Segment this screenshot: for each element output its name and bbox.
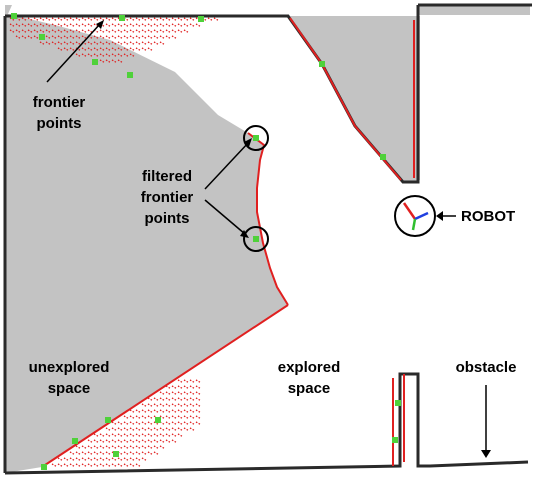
filtered-point-highlight-lower [243, 226, 269, 252]
annotation-arrows [46, 20, 491, 458]
filtered-frontier-point [92, 59, 98, 65]
arrow-icon [436, 211, 443, 221]
arrow-icon [244, 138, 252, 147]
filtered-frontier-point [113, 451, 119, 457]
filtered-frontier-point [72, 438, 78, 444]
obstacle-boundary-red [41, 17, 415, 468]
filtered-frontier-point [155, 417, 161, 423]
filtered-frontier-point [39, 34, 45, 40]
filtered-frontier-point [319, 61, 325, 67]
filtered-frontier-point [127, 72, 133, 78]
filtered-frontier-point [198, 16, 204, 22]
filtered-point-highlight-upper [243, 125, 269, 151]
bottom-wall [4, 372, 529, 475]
unexplored-region-right [290, 6, 420, 182]
arrow-icon [240, 230, 249, 238]
unexplored-space-label: unexplored space [28, 359, 110, 397]
arrow-icon [96, 20, 104, 29]
arrow-icon [481, 450, 491, 458]
filtered-frontier-point [392, 437, 398, 443]
filtered-frontier-point [253, 135, 259, 141]
filtered-frontier-point [41, 464, 47, 470]
explored-space-label: explored space [277, 359, 341, 397]
arrow-icon [204, 141, 250, 190]
filtered-frontier-points [11, 13, 401, 470]
robot-icon [394, 195, 436, 237]
robot-label: ROBOT [461, 208, 516, 225]
arrow-icon [204, 199, 246, 235]
filtered-frontier-points-label: filtered frontier points [140, 168, 194, 227]
filtered-frontier-point [395, 400, 401, 406]
unexplored-region-right-strip [418, 5, 530, 15]
arrow-icon [46, 23, 101, 83]
filtered-frontier-point [105, 417, 111, 423]
unexplored-region-left [5, 5, 288, 473]
filtered-frontier-point [380, 154, 386, 160]
filtered-frontier-point [253, 236, 259, 242]
obstacle-label: obstacle [455, 359, 517, 376]
filtered-frontier-point [11, 13, 17, 19]
frontier-points-label: frontier points [32, 94, 86, 132]
filtered-frontier-point [119, 15, 125, 21]
